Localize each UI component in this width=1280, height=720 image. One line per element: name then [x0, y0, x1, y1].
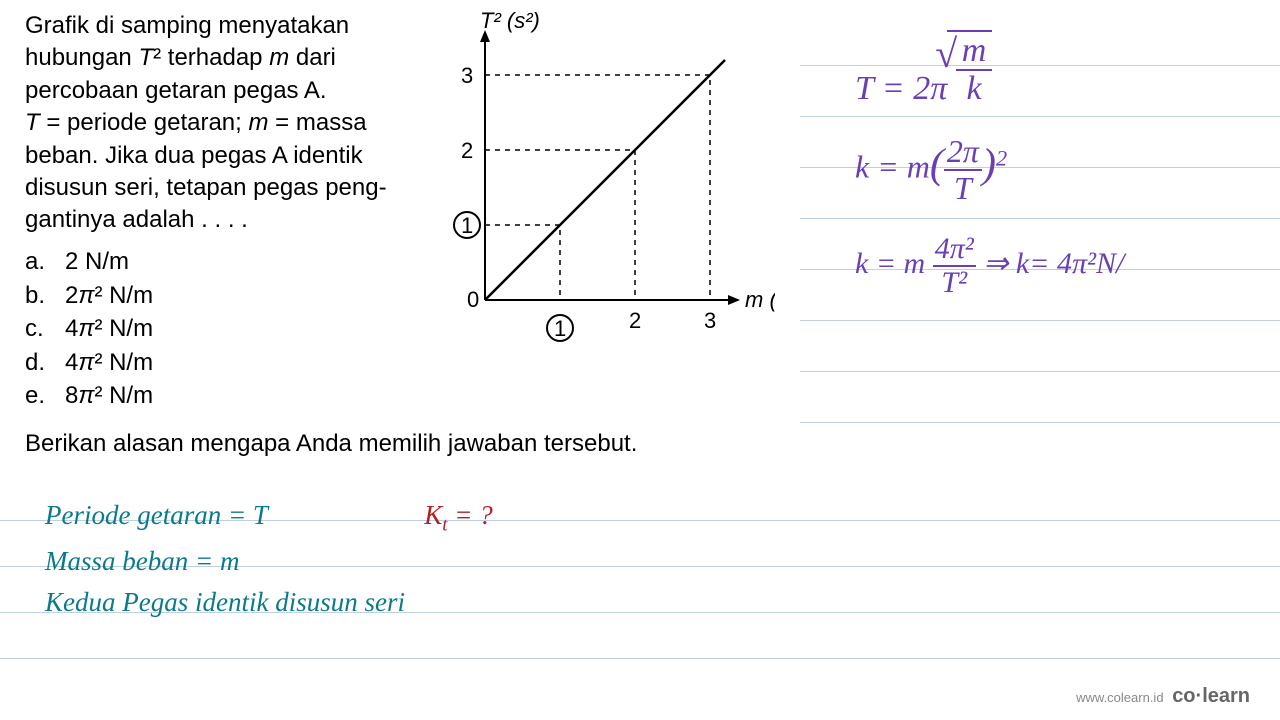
y-axis-label: T² (s²) — [480, 10, 540, 33]
data-line — [485, 60, 725, 300]
option-a: a. 2 N/m — [25, 245, 153, 279]
note-kt: Kt = ? — [424, 500, 493, 530]
note-massa: Massa beban = m — [45, 546, 945, 577]
answer-options: a. 2 N/m b. 2π² N/m c. 4π² N/m d. 4π² N/… — [25, 245, 153, 413]
formula-1: T = 2π√ mk — [855, 30, 1255, 108]
option-b: b. 2π² N/m — [25, 279, 153, 313]
chart-svg: T² (s²) m (kg) 0 1 2 3 — [425, 10, 775, 350]
option-e: e. 8π² N/m — [25, 379, 153, 413]
problem-line: Grafik di samping menyatakan — [25, 12, 349, 39]
tick-label: 2 — [629, 308, 641, 333]
x-axis-label: m (kg) — [745, 287, 775, 312]
main-content: Grafik di samping menyatakan hubungan T²… — [25, 10, 1255, 710]
note-periode: Periode getaran = T — [45, 500, 267, 530]
note-seri: Kedua Pegas identik disusun seri — [45, 587, 945, 618]
handwritten-notes-bottom: Periode getaran = T Kt = ? Massa beban =… — [45, 500, 945, 628]
x-axis-arrow-icon — [728, 295, 740, 305]
tick-label: 3 — [461, 63, 473, 88]
option-c: c. 4π² N/m — [25, 312, 153, 346]
footer-url: www.colearn.id — [1076, 690, 1163, 705]
tick-label: 2 — [461, 138, 473, 163]
problem-statement: Grafik di samping menyatakan hubungan T²… — [25, 10, 425, 237]
problem-line: T = periode getaran; m = massa — [25, 109, 367, 136]
reason-prompt: Berikan alasan mengapa Anda memilih jawa… — [25, 430, 637, 458]
formula-3: k = m 4π²T² ⇒ k= 4π²N/ — [855, 232, 1255, 300]
svg-text:1: 1 — [461, 213, 473, 238]
x-tick-1-circled: 1 — [547, 315, 573, 341]
svg-text:1: 1 — [554, 316, 566, 341]
problem-line: gantinya adalah . . . . — [25, 206, 248, 233]
chart: T² (s²) m (kg) 0 1 2 3 — [425, 10, 775, 340]
problem-line: hubungan T² terhadap m dari — [25, 44, 336, 71]
problem-line: percobaan getaran pegas A. — [25, 77, 327, 104]
tick-label: 0 — [467, 287, 479, 312]
formula-2: k = m(2πT)2 — [855, 133, 1255, 207]
tick-label: 3 — [704, 308, 716, 333]
problem-line: disusun seri, tetapan pegas peng- — [25, 174, 387, 201]
option-d: d. 4π² N/m — [25, 346, 153, 380]
footer-brand: co·learn — [1172, 685, 1250, 707]
y-tick-1-circled: 1 — [454, 212, 480, 238]
problem-line: beban. Jika dua pegas A identik — [25, 142, 363, 169]
footer: www.colearn.id co·learn — [1076, 685, 1250, 708]
handwritten-notes-right: T = 2π√ mk k = m(2πT)2 k = m 4π²T² ⇒ k= … — [855, 30, 1255, 325]
